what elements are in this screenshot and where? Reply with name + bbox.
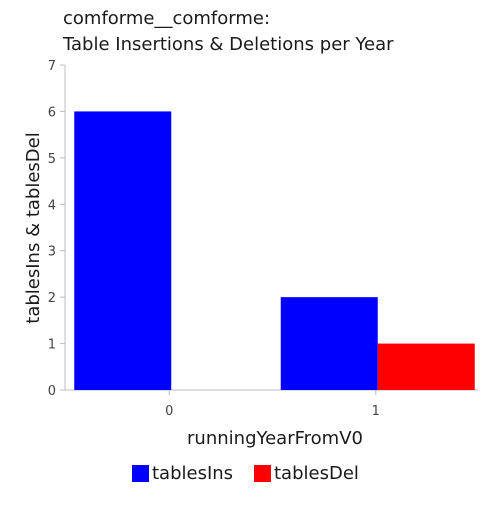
y-tick-label: 3 — [48, 245, 56, 260]
y-tick-label: 1 — [48, 338, 56, 353]
bar-tablesIns-0 — [74, 111, 172, 390]
chart-title-line-1: comforme__comforme: — [63, 8, 270, 29]
chart-title-line-2: Table Insertions & Deletions per Year — [62, 34, 394, 55]
x-tick-label: 0 — [165, 404, 173, 419]
legend-swatch-tablesIns — [132, 465, 149, 482]
plot-area: 0 1 2 3 4 5 6 7 0 1 — [48, 59, 478, 419]
legend-label-tablesDel: tablesDel — [274, 463, 359, 484]
x-axis-label: runningYearFromV0 — [187, 428, 363, 449]
bar-tablesDel-1 — [377, 343, 475, 390]
x-tick-label: 1 — [372, 404, 380, 419]
y-axis-label: tablesIns & tablesDel — [23, 132, 44, 323]
y-tick-label: 0 — [48, 384, 56, 399]
y-tick-label: 7 — [48, 59, 56, 74]
legend-swatch-tablesDel — [254, 465, 271, 482]
y-tick-label: 2 — [48, 291, 56, 306]
legend: tablesIns tablesDel — [132, 463, 359, 484]
legend-label-tablesIns: tablesIns — [152, 463, 233, 484]
bar-tablesIns-1 — [280, 297, 378, 390]
y-tick-label: 6 — [48, 105, 56, 120]
y-tick-label: 5 — [48, 152, 56, 167]
y-tick-label: 4 — [48, 198, 56, 213]
